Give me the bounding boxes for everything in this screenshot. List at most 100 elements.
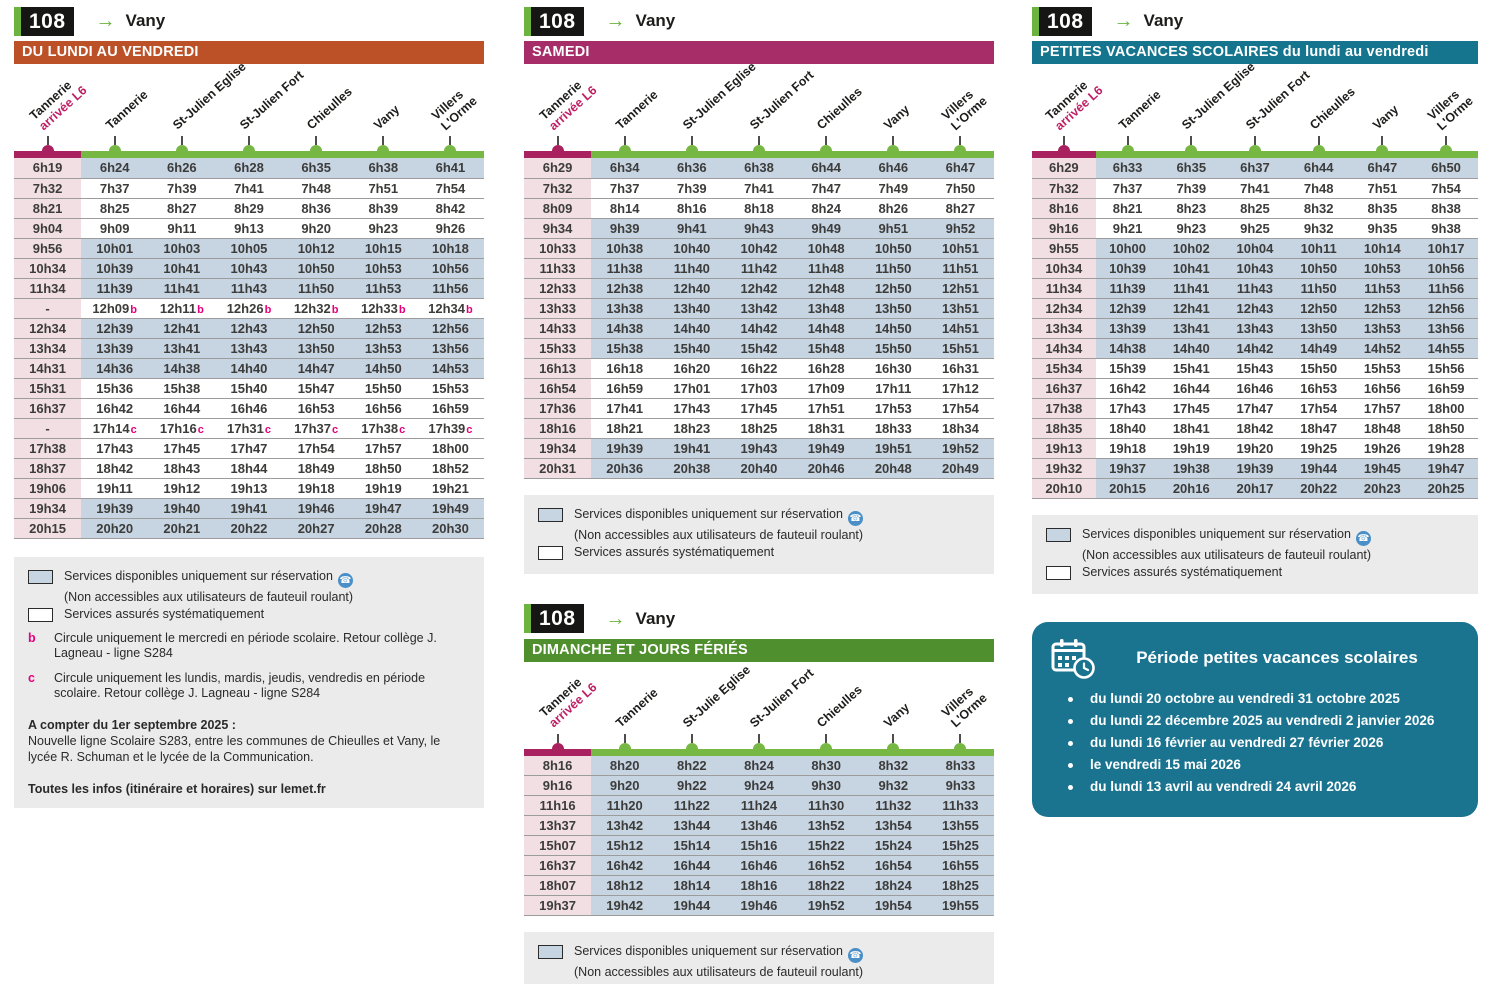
time-cell: 8h24 — [725, 755, 793, 776]
time-cell: 7h41 — [725, 177, 793, 198]
time-cell: 13h50 — [859, 297, 927, 318]
time-cell: 13h51 — [926, 297, 994, 318]
time-cell: 9h33 — [926, 775, 994, 796]
stop-tick — [892, 136, 895, 145]
time-cell: 20h25 — [1414, 477, 1478, 499]
time-cell: 11h56 — [1414, 277, 1478, 298]
time-cell: 6h38 — [349, 158, 417, 178]
time-cell: 12h26b — [215, 297, 283, 318]
time-cell-arrival: - — [14, 297, 82, 318]
banner-vacation: PETITES VACANCES SCOLAIRES du lundi au v… — [1032, 41, 1478, 64]
time-cell: 11h41 — [148, 277, 216, 298]
time-cell-arrival: 11h34 — [1032, 277, 1096, 298]
stop-name-line: Tannerie — [612, 87, 661, 133]
time-cell: 8h14 — [591, 197, 659, 218]
time-cell: 10h04 — [1223, 237, 1287, 258]
legend-reservation-label: Services disponibles uniquement sur rése… — [574, 506, 843, 521]
time-cell: 16h46 — [215, 397, 283, 418]
stop-name-line: Chieulles — [814, 682, 865, 730]
time-cell: 20h22 — [1286, 477, 1351, 499]
time-cell: 19h19 — [1159, 437, 1224, 458]
time-cell: 13h41 — [148, 337, 216, 358]
time-cell: 19h13 — [215, 477, 283, 498]
line-badge: 108 — [524, 6, 584, 36]
stop-tick — [1254, 136, 1256, 145]
time-cell: 12h40 — [658, 277, 726, 298]
time-cell: 6h28 — [215, 158, 283, 178]
stop-name-line: St-Julien Fort — [747, 665, 817, 730]
time-cell-arrival: 6h19 — [14, 158, 82, 178]
time-cell: 12h39 — [81, 317, 149, 338]
time-cell: 15h47 — [282, 377, 350, 398]
time-cell: 10h15 — [349, 237, 417, 258]
time-cell: 9h24 — [725, 775, 793, 796]
time-cell: 6h46 — [859, 158, 927, 178]
reservation-swatch — [538, 945, 563, 959]
timetable-sunday: 8h16 8h20 8h22 8h24 8h30 8h32 8h33 9h16 9h20 9h22… — [524, 755, 994, 916]
time-cell: 11h50 — [282, 277, 350, 298]
time-cell: 12h50 — [1286, 297, 1351, 318]
time-cell: 19h41 — [215, 497, 283, 518]
time-cell-arrival: 15h33 — [524, 337, 592, 358]
time-cell: 20h30 — [416, 517, 484, 539]
time-cell: 16h46 — [1223, 377, 1287, 398]
stop-tick — [758, 136, 760, 145]
time-cell: 15h40 — [215, 377, 283, 398]
time-cell: 9h20 — [591, 775, 659, 796]
time-cell-arrival: 9h04 — [14, 217, 82, 238]
footnote-b: b Circule uniquement le mercredi en péri… — [28, 631, 472, 662]
timetable-row: 6h19 6h24 6h26 6h28 6h35 6h38 6h41 — [14, 158, 484, 178]
time-cell: 12h50 — [282, 317, 350, 338]
route-stop-dot — [753, 145, 765, 157]
time-cell: 10h40 — [658, 237, 726, 258]
banner-sunday: DIMANCHE ET JOURS FÉRIÉS — [524, 638, 994, 662]
timetable-row: 9h56 10h01 10h03 10h05 10h12 10h15 10h18 — [14, 237, 484, 258]
time-cell: 8h33 — [926, 755, 994, 776]
line-header: 108 → Vany — [14, 6, 484, 36]
timetable-row: 20h10 20h15 20h16 20h17 20h22 20h23 20h25 — [1032, 477, 1478, 499]
time-cell: 16h53 — [1286, 377, 1351, 398]
time-cell: 19h43 — [725, 437, 793, 458]
timetable-row: 11h34 11h39 11h41 11h43 11h50 11h53 11h56 — [14, 277, 484, 298]
time-cell: 12h43 — [215, 317, 283, 338]
line-destination: Vany — [635, 608, 676, 628]
time-cell: 17h11 — [859, 377, 927, 398]
arrow-right-icon: → — [95, 10, 116, 32]
stop-name-line: Chieulles — [1306, 84, 1358, 133]
time-cell: 12h41 — [1159, 297, 1224, 318]
time-cell: 14h50 — [859, 317, 927, 338]
time-cell: 18h24 — [859, 875, 927, 896]
time-cell: 9h25 — [1223, 217, 1287, 238]
time-cell-arrival: 20h15 — [14, 517, 82, 539]
time-cell: 17h41 — [591, 397, 659, 418]
time-cell: 9h26 — [416, 217, 484, 238]
stop-name: Vany — [371, 103, 403, 133]
time-cell: 16h30 — [859, 357, 927, 378]
stop-tick — [556, 733, 559, 743]
timetable-row: 9h04 9h09 9h11 9h13 9h20 9h23 9h26 — [14, 217, 484, 238]
line-header: 108 → Vany — [524, 604, 994, 634]
legend-reservation: Services disponibles uniquement sur rése… — [28, 569, 472, 588]
legend-panel-weekdays: Services disponibles uniquement sur rése… — [14, 556, 484, 808]
route-stop-dot — [685, 145, 698, 157]
vacation-period-item: le vendredi 15 mai 2026 — [1060, 757, 1458, 772]
time-cell: 18h48 — [1350, 417, 1415, 438]
timetable-row: 8h21 8h25 8h27 8h29 8h36 8h39 8h42 — [14, 197, 484, 218]
time-cell-arrival: 20h10 — [1032, 477, 1096, 499]
time-cell: 15h14 — [658, 835, 726, 856]
time-cell-arrival: 11h16 — [524, 795, 592, 816]
timetable-weekdays: 6h19 6h24 6h26 6h28 6h35 6h38 6h41 7h32 7h37 7h39… — [14, 158, 484, 539]
timetable-row: 13h34 13h39 13h41 13h43 13h50 13h53 13h56 — [14, 337, 484, 358]
time-cell: 19h41 — [658, 437, 726, 458]
time-cell: 14h36 — [81, 357, 149, 378]
time-cell-arrival: 16h54 — [524, 377, 592, 398]
time-cell: 8h29 — [215, 197, 283, 218]
time-cell: 6h47 — [926, 158, 994, 178]
time-cell: 10h43 — [215, 257, 283, 278]
time-cell: 13h56 — [416, 337, 484, 358]
time-cell: 17h45 — [725, 397, 793, 418]
stop-name: Vany — [881, 700, 913, 731]
time-cell: 17h57 — [349, 437, 417, 458]
time-cell: 19h21 — [416, 477, 484, 498]
timetable-row: 11h16 11h20 11h22 11h24 11h30 11h32 11h33 — [524, 795, 994, 816]
